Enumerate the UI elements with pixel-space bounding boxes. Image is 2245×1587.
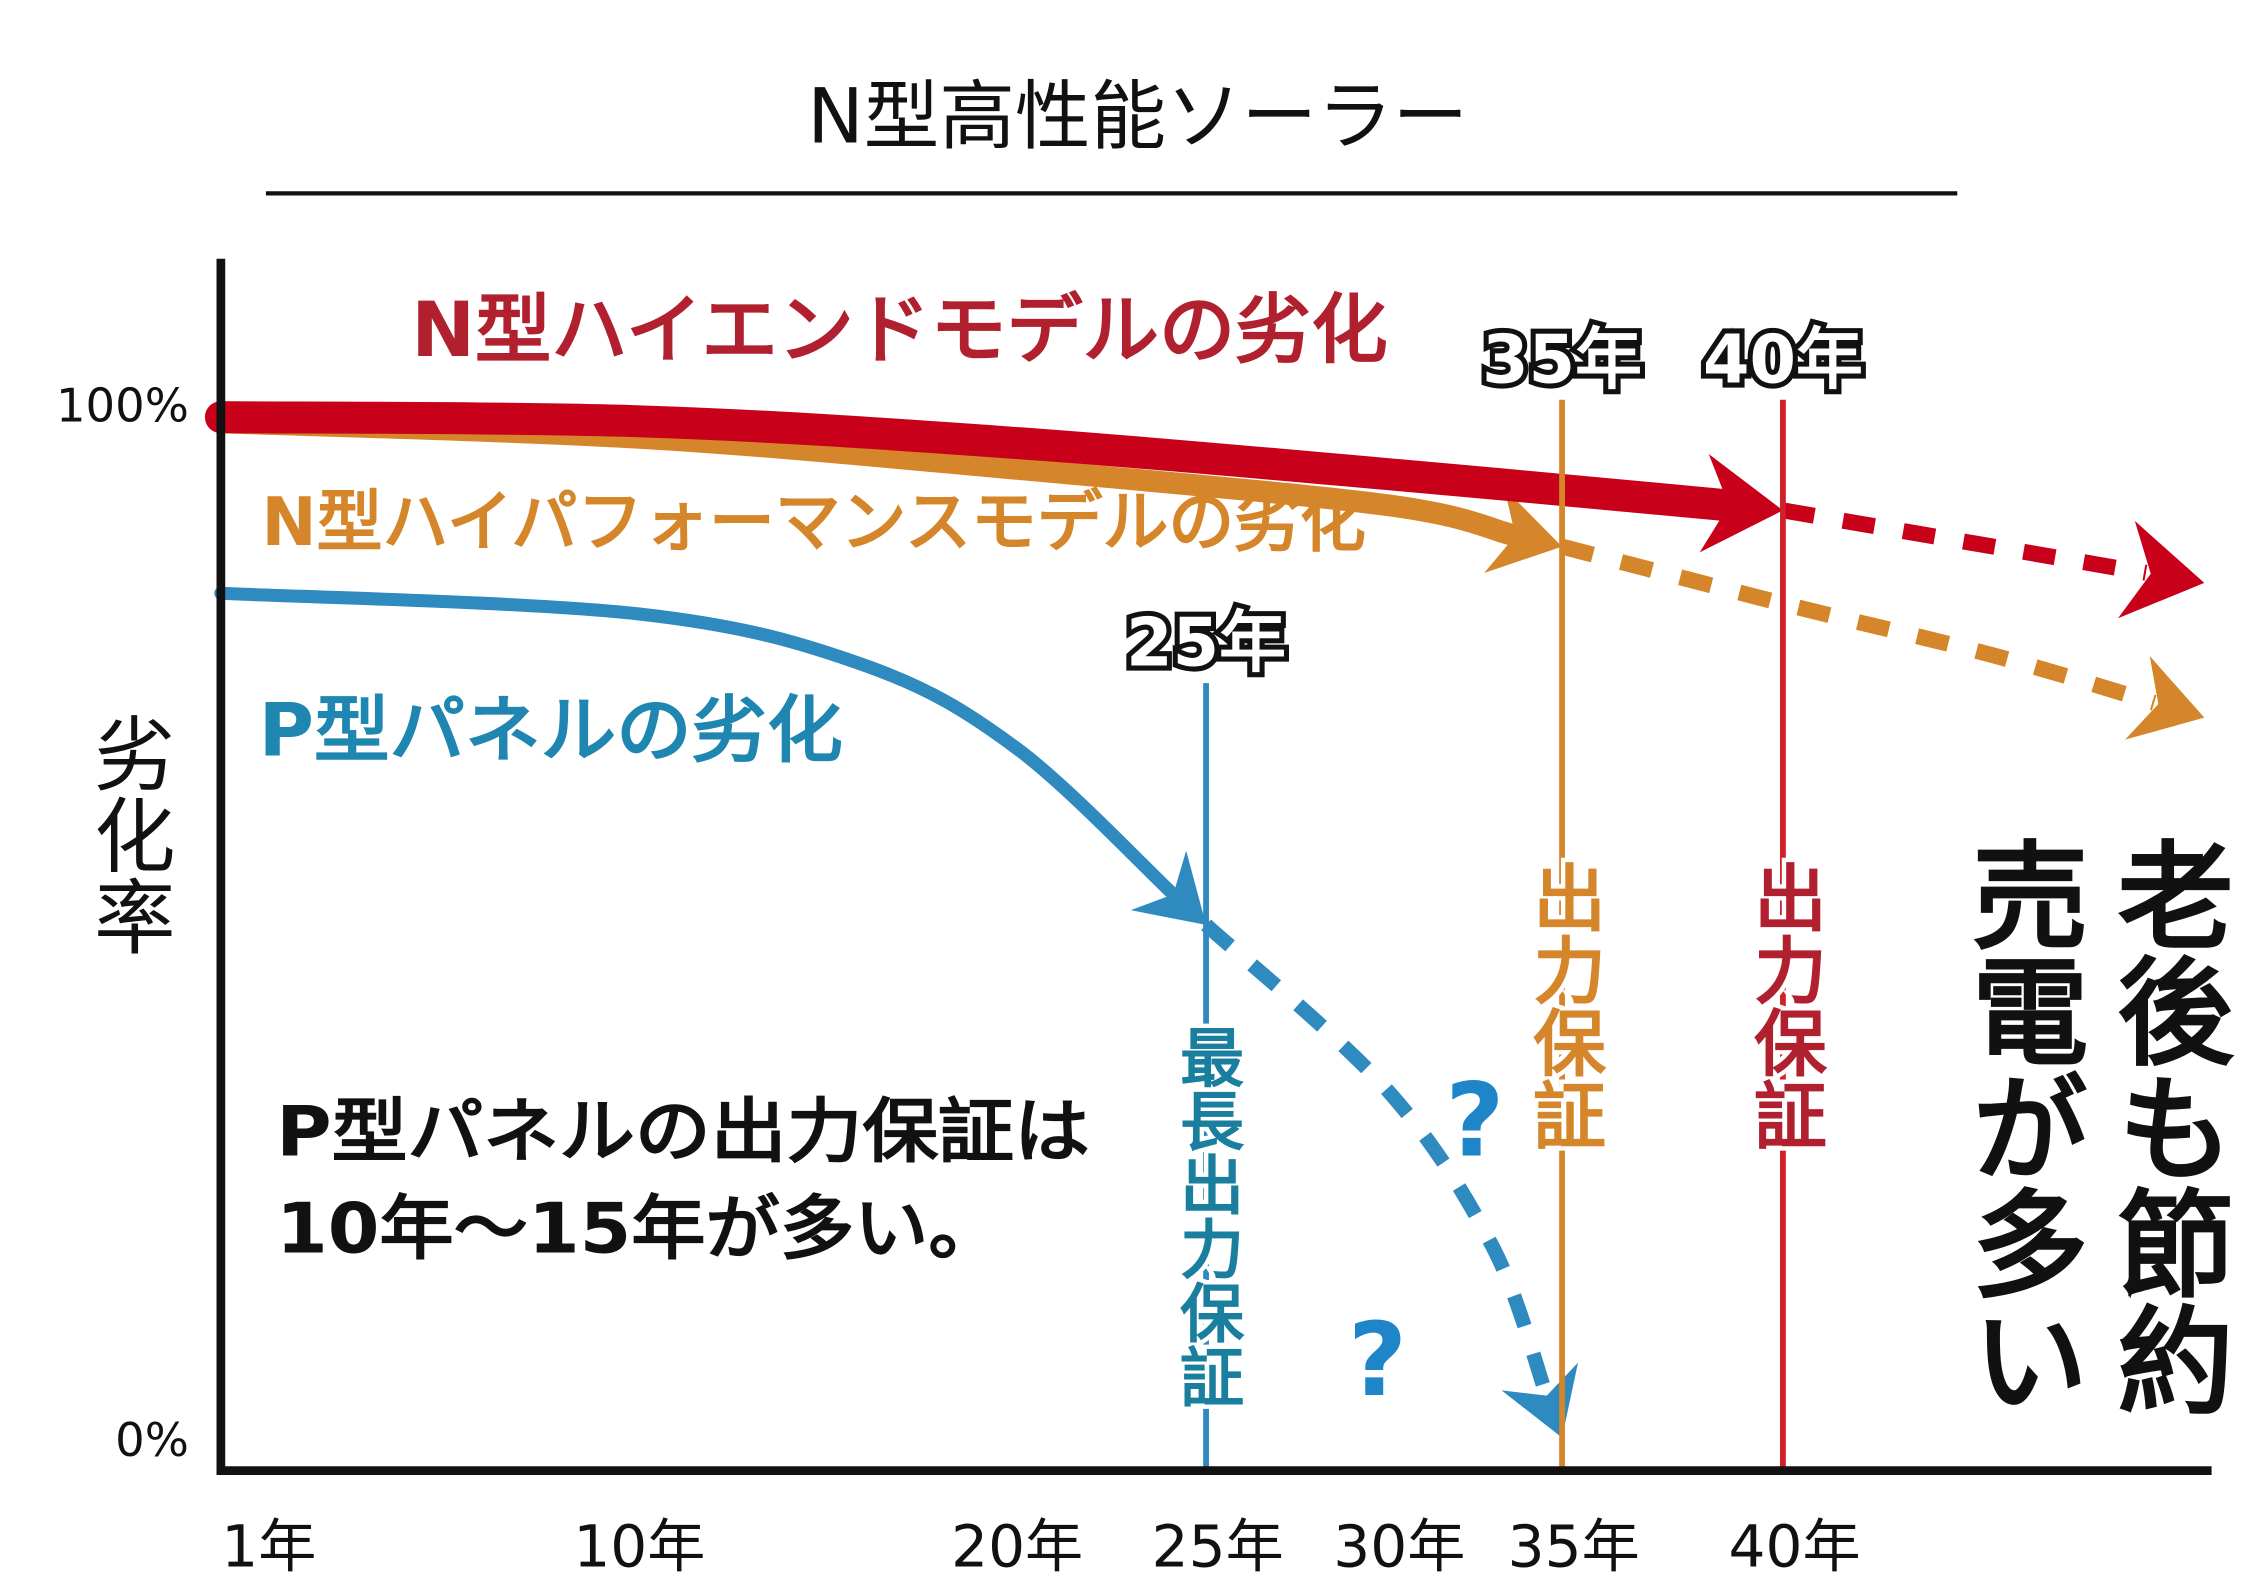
marker-label-40: 40年 [1703,320,1863,398]
y-tick-0: 0% [115,1413,189,1467]
series-projection-1 [1560,538,2157,711]
chart-title: N型高性能ソーラー [807,73,1468,161]
question-mark-1: ? [1445,1061,1504,1179]
series-projection-arrowhead-2 [1501,1362,1579,1438]
series-projection-arrowhead-0 [2118,520,2205,619]
series-arrowhead-1 [1484,488,1563,573]
x-tick-1: 1年 [221,1513,316,1581]
label-p-panel: P型パネルの劣化 [259,690,843,774]
marker-note-35: 出力保証 [1520,860,1605,1151]
question-mark-2: ? [1348,1301,1407,1419]
series-arrowhead-0 [1699,453,1783,553]
series-projection-arrowhead-1 [2125,656,2205,740]
series-line-2 [214,586,1177,899]
side-text-savings: 老後も節約 [2098,836,2234,1417]
annotation-line-2: 10年〜15年が多い。 [276,1189,1003,1270]
label-n-performance: N型ハイパフォーマンスモデルの劣化 [262,483,1366,561]
x-tick-10: 10年 [573,1513,705,1581]
x-tick-35: 35年 [1508,1513,1640,1581]
marker-note-25: 最長出力保証 [1169,1025,1244,1409]
y-axis-label: 劣化率 [80,712,175,956]
annotation-line-1: P型パネルの出力保証は [276,1091,1090,1172]
x-tick-40: 40年 [1729,1513,1861,1581]
side-text-selling: 売電が多い [1952,836,2087,1417]
label-n-highend: N型ハイエンドモデルの劣化 [411,286,1387,374]
x-tick-labels: 1年 10年 20年 25年 30年 35年 40年 [221,1513,1860,1581]
marker-label-25: 25年 [1126,604,1286,682]
series-projection-0 [1781,502,2148,581]
x-tick-20: 20年 [951,1513,1083,1581]
series-projection-2 [1201,919,1553,1395]
marker-label-35: 35年 [1482,320,1642,398]
x-tick-30: 30年 [1333,1513,1465,1581]
series-layer [204,401,2205,1438]
x-tick-25: 25年 [1152,1513,1284,1581]
series-arrowhead-2 [1130,850,1207,925]
y-tick-100: 100% [56,379,189,433]
series-line-0 [204,401,1740,521]
marker-note-40: 出力保証 [1741,860,1826,1151]
